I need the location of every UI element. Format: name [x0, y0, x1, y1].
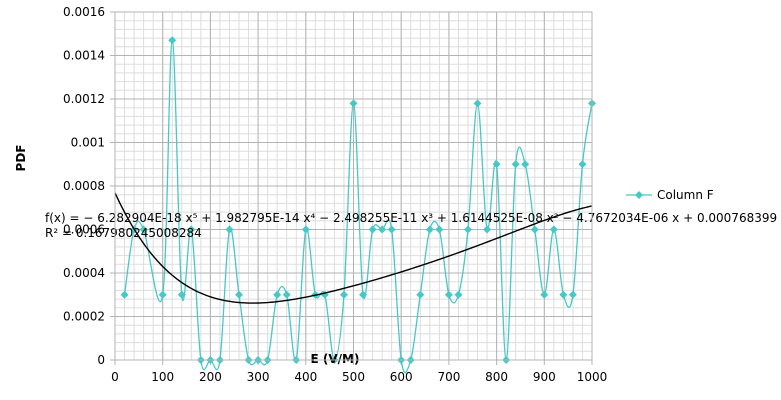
data-point [158, 290, 167, 299]
x-tick-label: 200 [199, 370, 222, 384]
data-point [168, 36, 177, 45]
x-axis-title: E (V/M) [311, 352, 360, 366]
data-point [425, 225, 434, 234]
x-tick-label: 400 [294, 370, 317, 384]
data-point [177, 290, 186, 299]
legend-marker-icon [635, 191, 643, 199]
data-point [225, 225, 234, 234]
series-markers [120, 36, 596, 364]
x-tick-label: 600 [390, 370, 413, 384]
trendline [114, 192, 593, 304]
x-tick-label: 0 [111, 370, 119, 384]
data-point [454, 290, 463, 299]
data-point [530, 225, 539, 234]
y-tick-label: 0.0014 [63, 49, 105, 63]
plot-frame [114, 11, 593, 361]
data-point [416, 290, 425, 299]
data-point [235, 290, 244, 299]
y-tick-label: 0.0006 [63, 223, 105, 237]
data-point [483, 225, 492, 234]
y-axis-title: PDF [14, 145, 28, 172]
trendline-equation: f(x) = − 6.282904E-18 x⁵ + 1.982795E-14 … [45, 211, 777, 225]
data-point [282, 290, 291, 299]
y-tick-label: 0.0004 [63, 266, 105, 280]
y-tick-label: 0.0008 [63, 179, 105, 193]
data-point [568, 290, 577, 299]
data-point [139, 225, 148, 234]
data-point [540, 290, 549, 299]
y-tick-label: 0.0012 [63, 92, 105, 106]
data-point [559, 290, 568, 299]
data-point [339, 290, 348, 299]
legend: Column F [626, 188, 714, 202]
data-point [444, 290, 453, 299]
x-tick-label: 300 [247, 370, 270, 384]
data-point [301, 225, 310, 234]
data-point [511, 160, 520, 169]
data-point [492, 160, 501, 169]
x-tick-label: 100 [151, 370, 174, 384]
data-point [120, 290, 129, 299]
data-point [387, 225, 396, 234]
x-axis-ticks: 0 100 200 300 400 500 600 700 800 900 1000 [111, 360, 607, 384]
legend-label-column-f: Column F [657, 188, 714, 202]
data-point [578, 160, 587, 169]
y-tick-label: 0.0016 [63, 5, 105, 19]
data-point [549, 225, 558, 234]
x-tick-label: 900 [533, 370, 556, 384]
y-tick-label: 0 [97, 353, 105, 367]
y-axis-ticks: 0 0.0002 0.0004 0.0006 0.0008 0.001 0.0012 0.00… [63, 5, 115, 367]
data-point [378, 225, 387, 234]
data-point [368, 225, 377, 234]
data-point [521, 160, 530, 169]
series-line-column-f [123, 39, 593, 374]
y-tick-label: 0.0002 [63, 310, 105, 324]
x-tick-label: 700 [437, 370, 460, 384]
x-tick-label: 500 [342, 370, 365, 384]
data-point [463, 225, 472, 234]
data-point [473, 99, 482, 108]
x-tick-label: 1000 [577, 370, 608, 384]
data-point [187, 225, 196, 234]
data-point [273, 290, 282, 299]
data-point [435, 225, 444, 234]
data-point [349, 99, 358, 108]
data-point [359, 290, 368, 299]
x-tick-label: 800 [485, 370, 508, 384]
y-tick-label: 0.001 [71, 136, 105, 150]
trendline-r2: R² = 0.167980245008284 [45, 226, 202, 240]
